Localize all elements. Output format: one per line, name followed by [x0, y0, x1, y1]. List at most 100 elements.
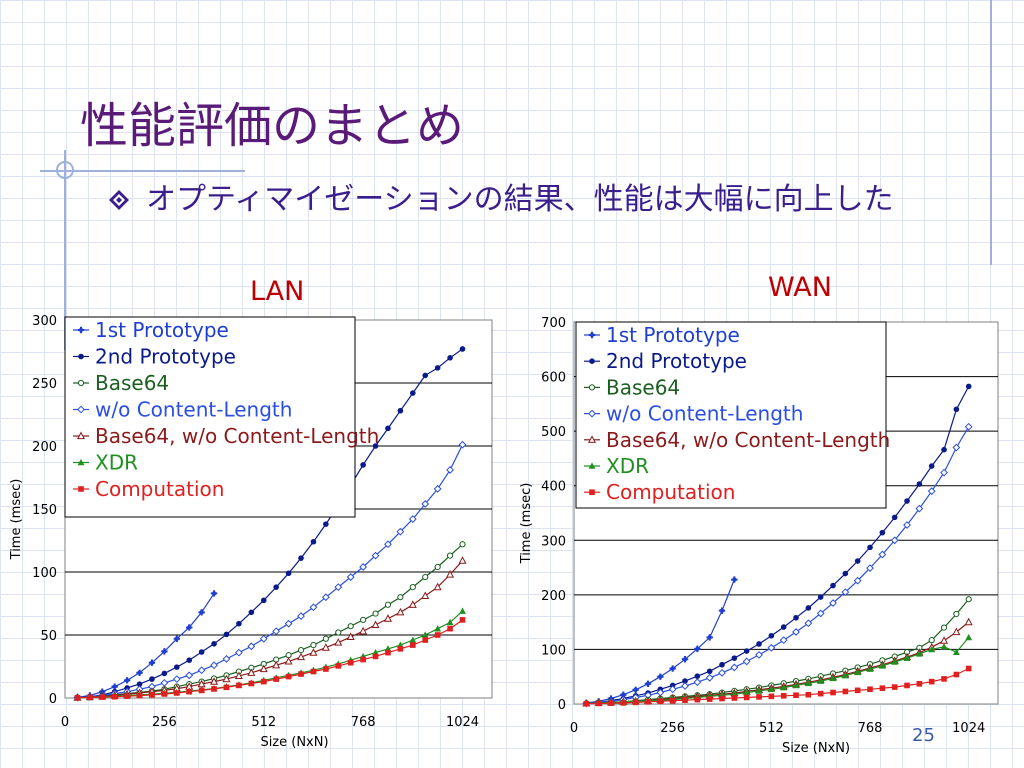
lan-legend-label: 2nd Prototype [95, 345, 236, 369]
wan-series-computation-point [953, 671, 960, 678]
wan-series-w-o-content-length-point [792, 628, 800, 636]
lan-series-base64-w-o-content-length-point [247, 668, 256, 676]
wan-y-tick-label: 0 [558, 698, 566, 713]
lan-series-2nd-prototype-point [173, 664, 180, 670]
lan-series-w-o-content-length-point [421, 500, 430, 508]
wan-series-computation-point [830, 689, 836, 696]
lan-series-computation-point [248, 680, 255, 687]
lan-legend-marker-point [78, 486, 84, 492]
wan-series-xdr-point [817, 677, 825, 684]
wan-series-w-o-content-length-point [767, 643, 776, 652]
wan-series-computation-point [867, 686, 873, 693]
wan-legend-label: Base64 [606, 375, 680, 399]
bullet-item: オプティマイゼーションの結果、性能は大幅に向上した [108, 180, 978, 220]
lan-series-2nd-prototype-point [161, 670, 168, 677]
lan-series-base64-w-o-content-length-point [284, 656, 293, 665]
wan-series-computation-point [743, 694, 750, 701]
lan-series-base64-point [384, 601, 392, 608]
lan-series-w-o-content-length-point [297, 612, 305, 621]
wan-series-base64-w-o-content-length-point [964, 617, 973, 626]
wan-series-computation-point [583, 700, 590, 707]
wan-chart-title: WAN [768, 272, 832, 303]
wan-series-w-o-content-length-point [940, 468, 948, 477]
lan-series-2nd-prototype-point [372, 443, 379, 449]
wan-series-w-o-content-length-point [718, 668, 726, 677]
wan-y-tick-label: 700 [541, 316, 566, 331]
wan-legend-label: Base64, w/o Content-Length [606, 428, 890, 452]
wan-series-2nd-prototype-point [793, 614, 799, 621]
wan-series-w-o-content-length-point [915, 504, 924, 513]
wan-legend-marker-point [588, 409, 596, 418]
lan-x-axis-label: Size (NxN) [260, 735, 328, 750]
lan-series-2nd-prototype-point [198, 649, 205, 655]
lan-series-w-o-content-length-point [259, 634, 268, 643]
lan-series-computation-point [173, 690, 180, 696]
wan-series-2nd-prototype-point [805, 605, 812, 611]
lan-series-base64-w-o-content-length-point [371, 620, 380, 629]
lan-series-base64-point [409, 584, 416, 591]
wan-series-xdr-point [903, 654, 911, 661]
wan-series-xdr-point [780, 684, 788, 691]
wan-legend-label: Computation [606, 480, 735, 504]
lan-series-computation-point [434, 632, 441, 638]
lan-legend-marker-point [78, 353, 84, 360]
wan-series-2nd-prototype-point [916, 481, 923, 487]
lan-series-base64-point [322, 635, 329, 642]
lan-series-computation-point [447, 625, 453, 632]
wan-series-computation-point [780, 693, 787, 699]
lan-series-base64-point [347, 623, 354, 630]
wan-x-tick-label: 0 [570, 721, 578, 736]
lan-y-tick-label: 150 [32, 503, 57, 518]
wan-series-xdr-point [866, 665, 874, 672]
lan-series-w-o-content-length-point [272, 627, 281, 636]
wan-series-w-o-content-length-point [693, 678, 702, 687]
lan-series-base64-point [372, 610, 379, 617]
wan-series-computation-point [694, 696, 701, 703]
wan-series-w-o-content-length-point [878, 550, 887, 559]
lan-series-computation-point [149, 692, 155, 698]
wan-x-tick-label: 256 [660, 721, 685, 736]
lan-series-base64-w-o-content-length-point [334, 638, 343, 646]
lan-series-w-o-content-length-point [210, 661, 218, 670]
wan-series-w-o-content-length-point [779, 636, 788, 645]
lan-series-2nd-prototype-point [385, 425, 391, 432]
lan-series-2nd-prototype [74, 346, 466, 701]
lan-series-2nd-prototype-point [459, 346, 466, 352]
lan-chart: 0 50 100 150 200 250 300 0 256 512 768 1024 Size (Nx… [9, 314, 493, 750]
lan-legend-label: Computation [95, 477, 224, 501]
lan-series-w-o-content-length-point [284, 619, 293, 628]
wan-series-computation-point [608, 700, 614, 706]
wan-series-xdr-point [891, 658, 899, 665]
wan-series-computation-point [669, 697, 676, 704]
lan-series-base64-w-o-content-length-point [234, 671, 243, 680]
lan-series-computation-point [124, 693, 130, 700]
lan-series-w-o-content-length-point [334, 583, 343, 592]
lan-series-computation-point [459, 617, 466, 623]
lan-series-2nd-prototype-point [298, 555, 304, 561]
lan-x-tick-label: 768 [351, 715, 376, 730]
wan-series-w-o-content-length-point [816, 609, 825, 618]
wan-series-w-o-content-length-point [964, 422, 973, 431]
lan-series-w-o-content-length-point [346, 573, 355, 581]
wan-series-2nd-prototype-point [928, 463, 935, 469]
wan-series-computation-point [657, 698, 664, 705]
lan-legend-marker-point [77, 379, 85, 387]
lan-series-2nd-prototype-point [136, 681, 143, 687]
wan-series-w-o-content-length-point [681, 682, 689, 690]
lan-series-w-o-content-length-point [234, 648, 243, 657]
lan-series-w-o-content-length-point [197, 666, 206, 675]
wan-series-computation-point [595, 700, 602, 707]
lan-series-base64-point [285, 652, 292, 659]
decor-vertical-rule [990, 0, 992, 265]
lan-x-tick-label: 512 [251, 715, 276, 730]
wan-series-xdr-point [755, 687, 763, 694]
lan-series-computation-point [236, 682, 242, 689]
diamond-bullet-icon [109, 190, 129, 210]
lan-legend-marker-point [77, 405, 85, 414]
wan-series-1st-prototype-point-core [645, 681, 651, 687]
lan-series-base64-w-o-content-length-point [222, 674, 231, 683]
wan-legend-marker-point [587, 435, 597, 443]
wan-series-xdr-point [940, 643, 948, 650]
lan-series-base64-w-o-content-length-point [296, 652, 306, 661]
lan-series-base64-w-o-content-length-point [458, 556, 467, 564]
